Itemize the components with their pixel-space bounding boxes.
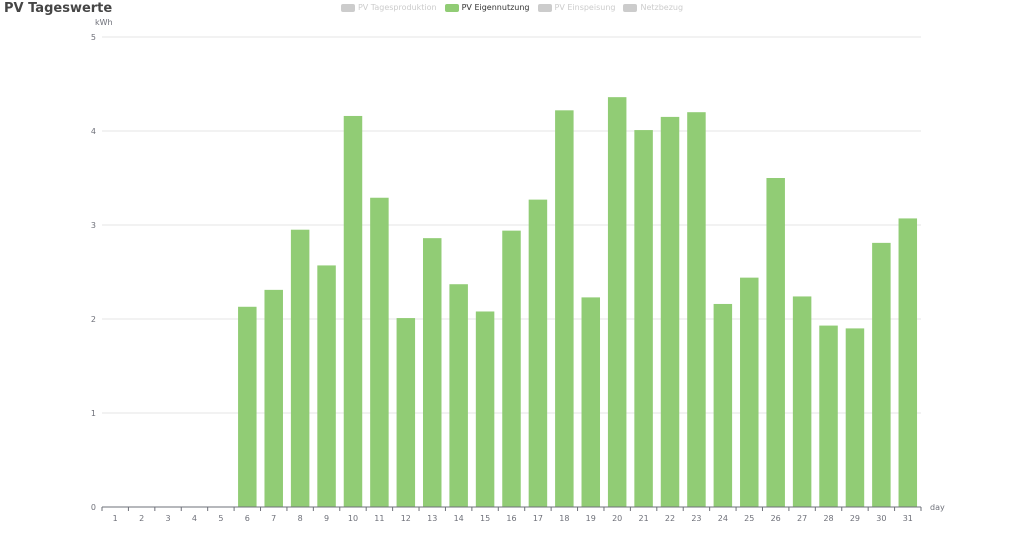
bar-day-9[interactable] bbox=[317, 265, 336, 507]
x-tick-label: 20 bbox=[612, 514, 622, 523]
bar-day-24[interactable] bbox=[713, 303, 733, 507]
bar-day-20[interactable] bbox=[607, 97, 627, 507]
bar-day-7[interactable] bbox=[264, 289, 283, 507]
bar-day-15[interactable] bbox=[475, 311, 495, 507]
bar-day-14[interactable] bbox=[449, 284, 468, 507]
legend-swatch bbox=[537, 3, 552, 12]
x-tick-label: 3 bbox=[166, 514, 171, 523]
x-tick-label: 28 bbox=[823, 514, 833, 523]
bar-day-26[interactable] bbox=[766, 178, 785, 507]
bar-day-25[interactable] bbox=[740, 277, 759, 507]
y-tick-label: 4 bbox=[91, 127, 96, 136]
x-tick-label: 30 bbox=[876, 514, 886, 523]
x-tick-label: 21 bbox=[639, 514, 649, 523]
y-tick-label: 5 bbox=[91, 33, 96, 42]
x-tick-label: 31 bbox=[903, 514, 913, 523]
bar-day-29[interactable] bbox=[845, 328, 865, 507]
x-tick-label: 13 bbox=[427, 514, 437, 523]
x-tick-label: 27 bbox=[797, 514, 807, 523]
bar-day-23[interactable] bbox=[687, 112, 706, 507]
x-tick-label: 2 bbox=[139, 514, 144, 523]
y-tick-label: 3 bbox=[91, 221, 96, 230]
bar-day-27[interactable] bbox=[792, 296, 812, 507]
x-tick-label: 11 bbox=[374, 514, 384, 523]
x-tick-label: 12 bbox=[401, 514, 411, 523]
x-tick-label: 18 bbox=[559, 514, 569, 523]
x-tick-label: 15 bbox=[480, 514, 490, 523]
legend-item-3[interactable]: PV Einspeisung bbox=[537, 3, 616, 12]
x-tick-label: 23 bbox=[691, 514, 701, 523]
x-tick-label: 10 bbox=[348, 514, 358, 523]
legend-label: Netzbezug bbox=[640, 3, 684, 12]
legend-item-2[interactable]: PV Eigennutzung bbox=[444, 3, 530, 12]
bar-day-11[interactable] bbox=[370, 197, 389, 508]
x-tick-label: 26 bbox=[771, 514, 781, 523]
legend-swatch bbox=[444, 3, 459, 12]
x-axis-unit-label: day bbox=[930, 503, 945, 512]
legend-label: PV Einspeisung bbox=[554, 3, 616, 12]
x-tick-label: 29 bbox=[850, 514, 860, 523]
bar-day-6[interactable] bbox=[238, 306, 257, 507]
x-tick-label: 16 bbox=[506, 514, 516, 523]
x-tick-label: 22 bbox=[665, 514, 675, 523]
x-tick-label: 1 bbox=[113, 514, 118, 523]
bar-day-28[interactable] bbox=[819, 325, 838, 507]
bar-day-31[interactable] bbox=[898, 218, 918, 508]
bar-day-10[interactable] bbox=[343, 115, 363, 508]
legend-swatch bbox=[623, 3, 638, 12]
bar-day-13[interactable] bbox=[422, 238, 442, 507]
y-axis-unit-label: kWh bbox=[95, 18, 113, 27]
chart-title: PV Tageswerte bbox=[4, 1, 113, 16]
x-tick-label: 5 bbox=[218, 514, 223, 523]
bar-day-8[interactable] bbox=[290, 229, 310, 507]
legend-label: PV Tagesproduktion bbox=[357, 3, 437, 12]
x-tick-label: 14 bbox=[454, 514, 464, 523]
y-tick-label: 0 bbox=[91, 503, 96, 512]
x-tick-label: 9 bbox=[324, 514, 329, 523]
bar-day-19[interactable] bbox=[581, 297, 601, 507]
bar-day-17[interactable] bbox=[528, 199, 548, 507]
bar-day-21[interactable] bbox=[634, 130, 653, 507]
x-tick-label: 4 bbox=[192, 514, 197, 523]
x-tick-label: 8 bbox=[298, 514, 303, 523]
x-tick-label: 7 bbox=[271, 514, 276, 523]
legend-item-1[interactable]: PV Tagesproduktion bbox=[340, 3, 437, 12]
y-tick-label: 1 bbox=[91, 409, 96, 418]
legend-label: PV Eigennutzung bbox=[461, 3, 530, 12]
x-tick-label: 6 bbox=[245, 514, 250, 523]
x-tick-label: 19 bbox=[586, 514, 596, 523]
bar-day-18[interactable] bbox=[555, 110, 574, 507]
y-tick-label: 2 bbox=[91, 315, 96, 324]
x-tick-label: 25 bbox=[744, 514, 754, 523]
chart-legend: PV Tagesproduktion PV Eigennutzung PV Eins… bbox=[0, 3, 1024, 12]
bar-day-16[interactable] bbox=[502, 230, 521, 507]
x-tick-label: 17 bbox=[533, 514, 543, 523]
bar-day-12[interactable] bbox=[396, 318, 416, 507]
bar-day-30[interactable] bbox=[872, 242, 891, 508]
x-tick-label: 24 bbox=[718, 514, 728, 523]
legend-item-4[interactable]: Netzbezug bbox=[623, 3, 683, 12]
legend-swatch bbox=[340, 3, 355, 12]
bar-day-22[interactable] bbox=[660, 116, 680, 508]
